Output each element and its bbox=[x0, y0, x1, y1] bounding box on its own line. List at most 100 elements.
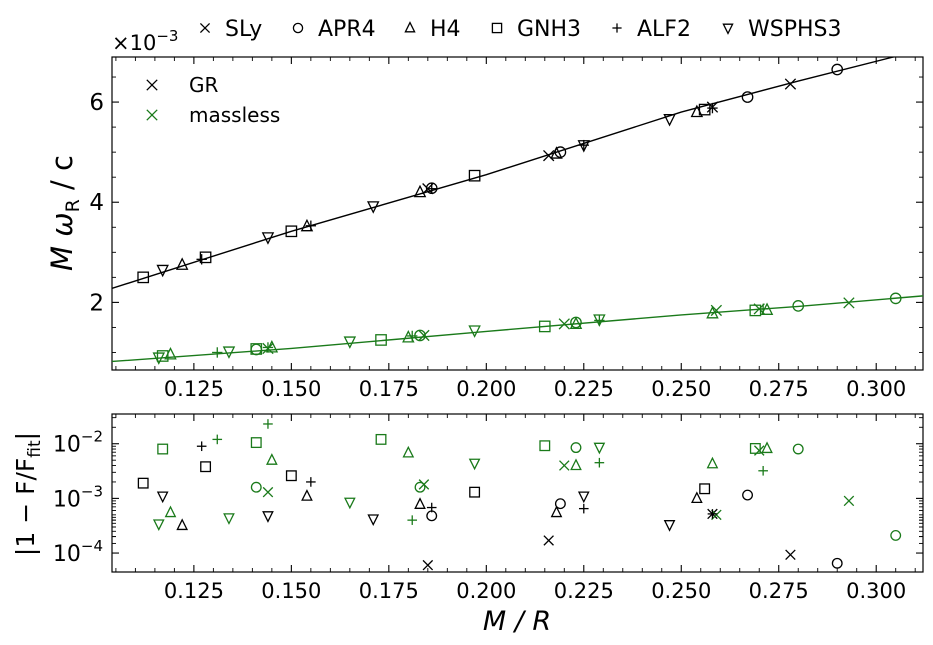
gr-residual-alf2 bbox=[306, 477, 316, 487]
massless-point-alf2 bbox=[594, 315, 605, 326]
gr-residual-h4 bbox=[414, 497, 426, 509]
eos-legend-marker-wsphs3-shape bbox=[722, 23, 734, 35]
gr-residual-wsphs3 bbox=[367, 514, 380, 527]
gr-point-alf2 bbox=[707, 102, 718, 114]
massless-residual-h4-shape bbox=[402, 445, 415, 458]
eos-legend-label: SLy bbox=[225, 17, 262, 42]
massless-residual-wsphs3-shape bbox=[593, 442, 606, 455]
massless-point-h4-shape bbox=[706, 305, 719, 319]
eos-legend-label: ALF2 bbox=[637, 17, 691, 42]
gr-point-wsphs3 bbox=[261, 232, 275, 245]
gr-point-gnh3 bbox=[199, 251, 212, 264]
bottom-y-tick-label: 10−4 bbox=[53, 537, 103, 567]
bottom-x-tick-label: 0.150 bbox=[261, 579, 321, 603]
massless-residual-h4-shape bbox=[164, 505, 177, 518]
massless-residual-apr4 bbox=[570, 442, 582, 454]
massless-residual-wsphs3-shape bbox=[152, 519, 165, 532]
massless-point-h4 bbox=[706, 305, 719, 319]
gr-residual-wsphs3-shape bbox=[577, 491, 590, 504]
massless-residual-wsphs3-shape bbox=[343, 497, 356, 510]
legend-marker-massless bbox=[146, 109, 158, 121]
massless-residual-h4 bbox=[706, 456, 719, 469]
massless-point-gnh3-shape bbox=[749, 304, 762, 317]
massless-point-gnh3 bbox=[538, 320, 551, 333]
gr-point-apr4-shape bbox=[831, 63, 844, 76]
massless-residual-apr4-shape bbox=[414, 481, 426, 493]
eos-legend-label: APR4 bbox=[318, 17, 376, 42]
gr-point-h4 bbox=[413, 184, 427, 198]
legend-marker-GR bbox=[146, 79, 158, 91]
massless-point-wsphs3-shape bbox=[468, 325, 481, 338]
top-y-tick-label: 4 bbox=[89, 190, 104, 216]
top-fit-lines bbox=[112, 57, 923, 363]
gr-point-gnh3 bbox=[137, 271, 150, 284]
gr-residual-sly-stroke bbox=[785, 549, 796, 561]
y-multiplier: ×10−3 bbox=[112, 27, 178, 55]
gr-residual-wsphs3-shape bbox=[663, 520, 676, 532]
gr-residual-h4 bbox=[550, 505, 563, 518]
eos-legend-marker-apr4 bbox=[292, 22, 304, 34]
top-x-tick-label: 0.175 bbox=[359, 377, 419, 401]
massless-residual-wsphs3 bbox=[593, 442, 606, 455]
top-panel: 0.125 0.150 0.175 0.200 0.225 0.250 0.275 0.300… bbox=[45, 27, 924, 401]
gr-residual-sly bbox=[543, 535, 554, 546]
gr-residual-gnh3-shape bbox=[699, 483, 711, 495]
massless-residual-alf2 bbox=[263, 419, 273, 429]
massless-point-alf2 bbox=[212, 347, 223, 358]
bottom-y-axis-label: |1 − F/Ffit| bbox=[11, 432, 45, 556]
massless-residual-gnh3-shape bbox=[539, 440, 551, 452]
massless-residual-gnh3-shape bbox=[250, 437, 262, 449]
gr-point-apr4-shape bbox=[554, 146, 567, 159]
gr-residual-gnh3-shape bbox=[200, 461, 212, 473]
gr-point-wsphs3-shape bbox=[261, 232, 275, 245]
massless-residual-h4 bbox=[570, 458, 582, 471]
massless-point-h4 bbox=[402, 329, 415, 343]
massless-point-h4-shape bbox=[402, 329, 415, 343]
massless-residual-wsphs3-shape bbox=[223, 513, 235, 525]
massless-point-sly-stroke bbox=[558, 318, 570, 330]
massless-point-sly bbox=[558, 318, 570, 330]
gr-residual-alf2 bbox=[707, 509, 718, 519]
massless-point-apr4-shape bbox=[792, 300, 805, 312]
massless-point-gnh3 bbox=[156, 350, 169, 362]
gr-point-alf2 bbox=[426, 183, 437, 194]
gr-point-apr4 bbox=[741, 91, 754, 103]
massless-residual-wsphs3 bbox=[468, 458, 481, 471]
top-data-points bbox=[137, 63, 902, 365]
gr-point-gnh3-shape bbox=[698, 103, 711, 116]
top-y-tick-label: 6 bbox=[89, 90, 104, 116]
top-axis-ticks: 0.125 0.150 0.175 0.200 0.225 0.250 0.275 0.300… bbox=[89, 57, 923, 401]
massless-residual-h4-shape bbox=[570, 458, 582, 471]
massless-residual-h4 bbox=[402, 445, 415, 458]
massless-residual-gnh3 bbox=[749, 442, 761, 454]
gr-residual-gnh3 bbox=[285, 470, 297, 482]
gr-residual-wsphs3-shape bbox=[367, 514, 380, 527]
gr-point-sly bbox=[543, 149, 555, 162]
gr-point-h4 bbox=[175, 257, 189, 270]
eos-legend-marker-apr4-shape bbox=[292, 22, 304, 34]
gr-residual-alf2 bbox=[426, 502, 437, 513]
top-x-tick-label: 0.125 bbox=[164, 377, 224, 401]
massless-point-sly-stroke bbox=[710, 304, 723, 317]
x-axis-label: M / R bbox=[483, 606, 551, 637]
gr-point-gnh3-shape bbox=[199, 251, 212, 264]
massless-point-gnh3-shape bbox=[538, 320, 551, 333]
massless-residual-h4 bbox=[164, 505, 177, 518]
gr-residual-gnh3 bbox=[469, 486, 481, 498]
gr-residual-gnh3 bbox=[137, 477, 149, 489]
top-x-tick-label: 0.150 bbox=[261, 377, 321, 401]
massless-residual-sly-stroke bbox=[843, 495, 855, 507]
gr-residual-wsphs3 bbox=[663, 520, 676, 532]
gr-residual-wsphs3-shape bbox=[156, 491, 169, 504]
gr-residual-alf2 bbox=[578, 503, 589, 514]
bottom-x-tick-label: 0.250 bbox=[651, 579, 711, 603]
gr-point-wsphs3-shape bbox=[366, 201, 380, 214]
massless-residual-apr4-shape bbox=[570, 442, 582, 454]
massless-residual-apr4 bbox=[890, 529, 902, 541]
gr-residual-h4-shape bbox=[691, 491, 703, 504]
massless-residual-h4 bbox=[761, 441, 773, 454]
massless-point-wsphs3 bbox=[222, 346, 236, 359]
gr-point-h4-shape bbox=[413, 184, 427, 198]
gr-residual-h4 bbox=[301, 489, 313, 501]
